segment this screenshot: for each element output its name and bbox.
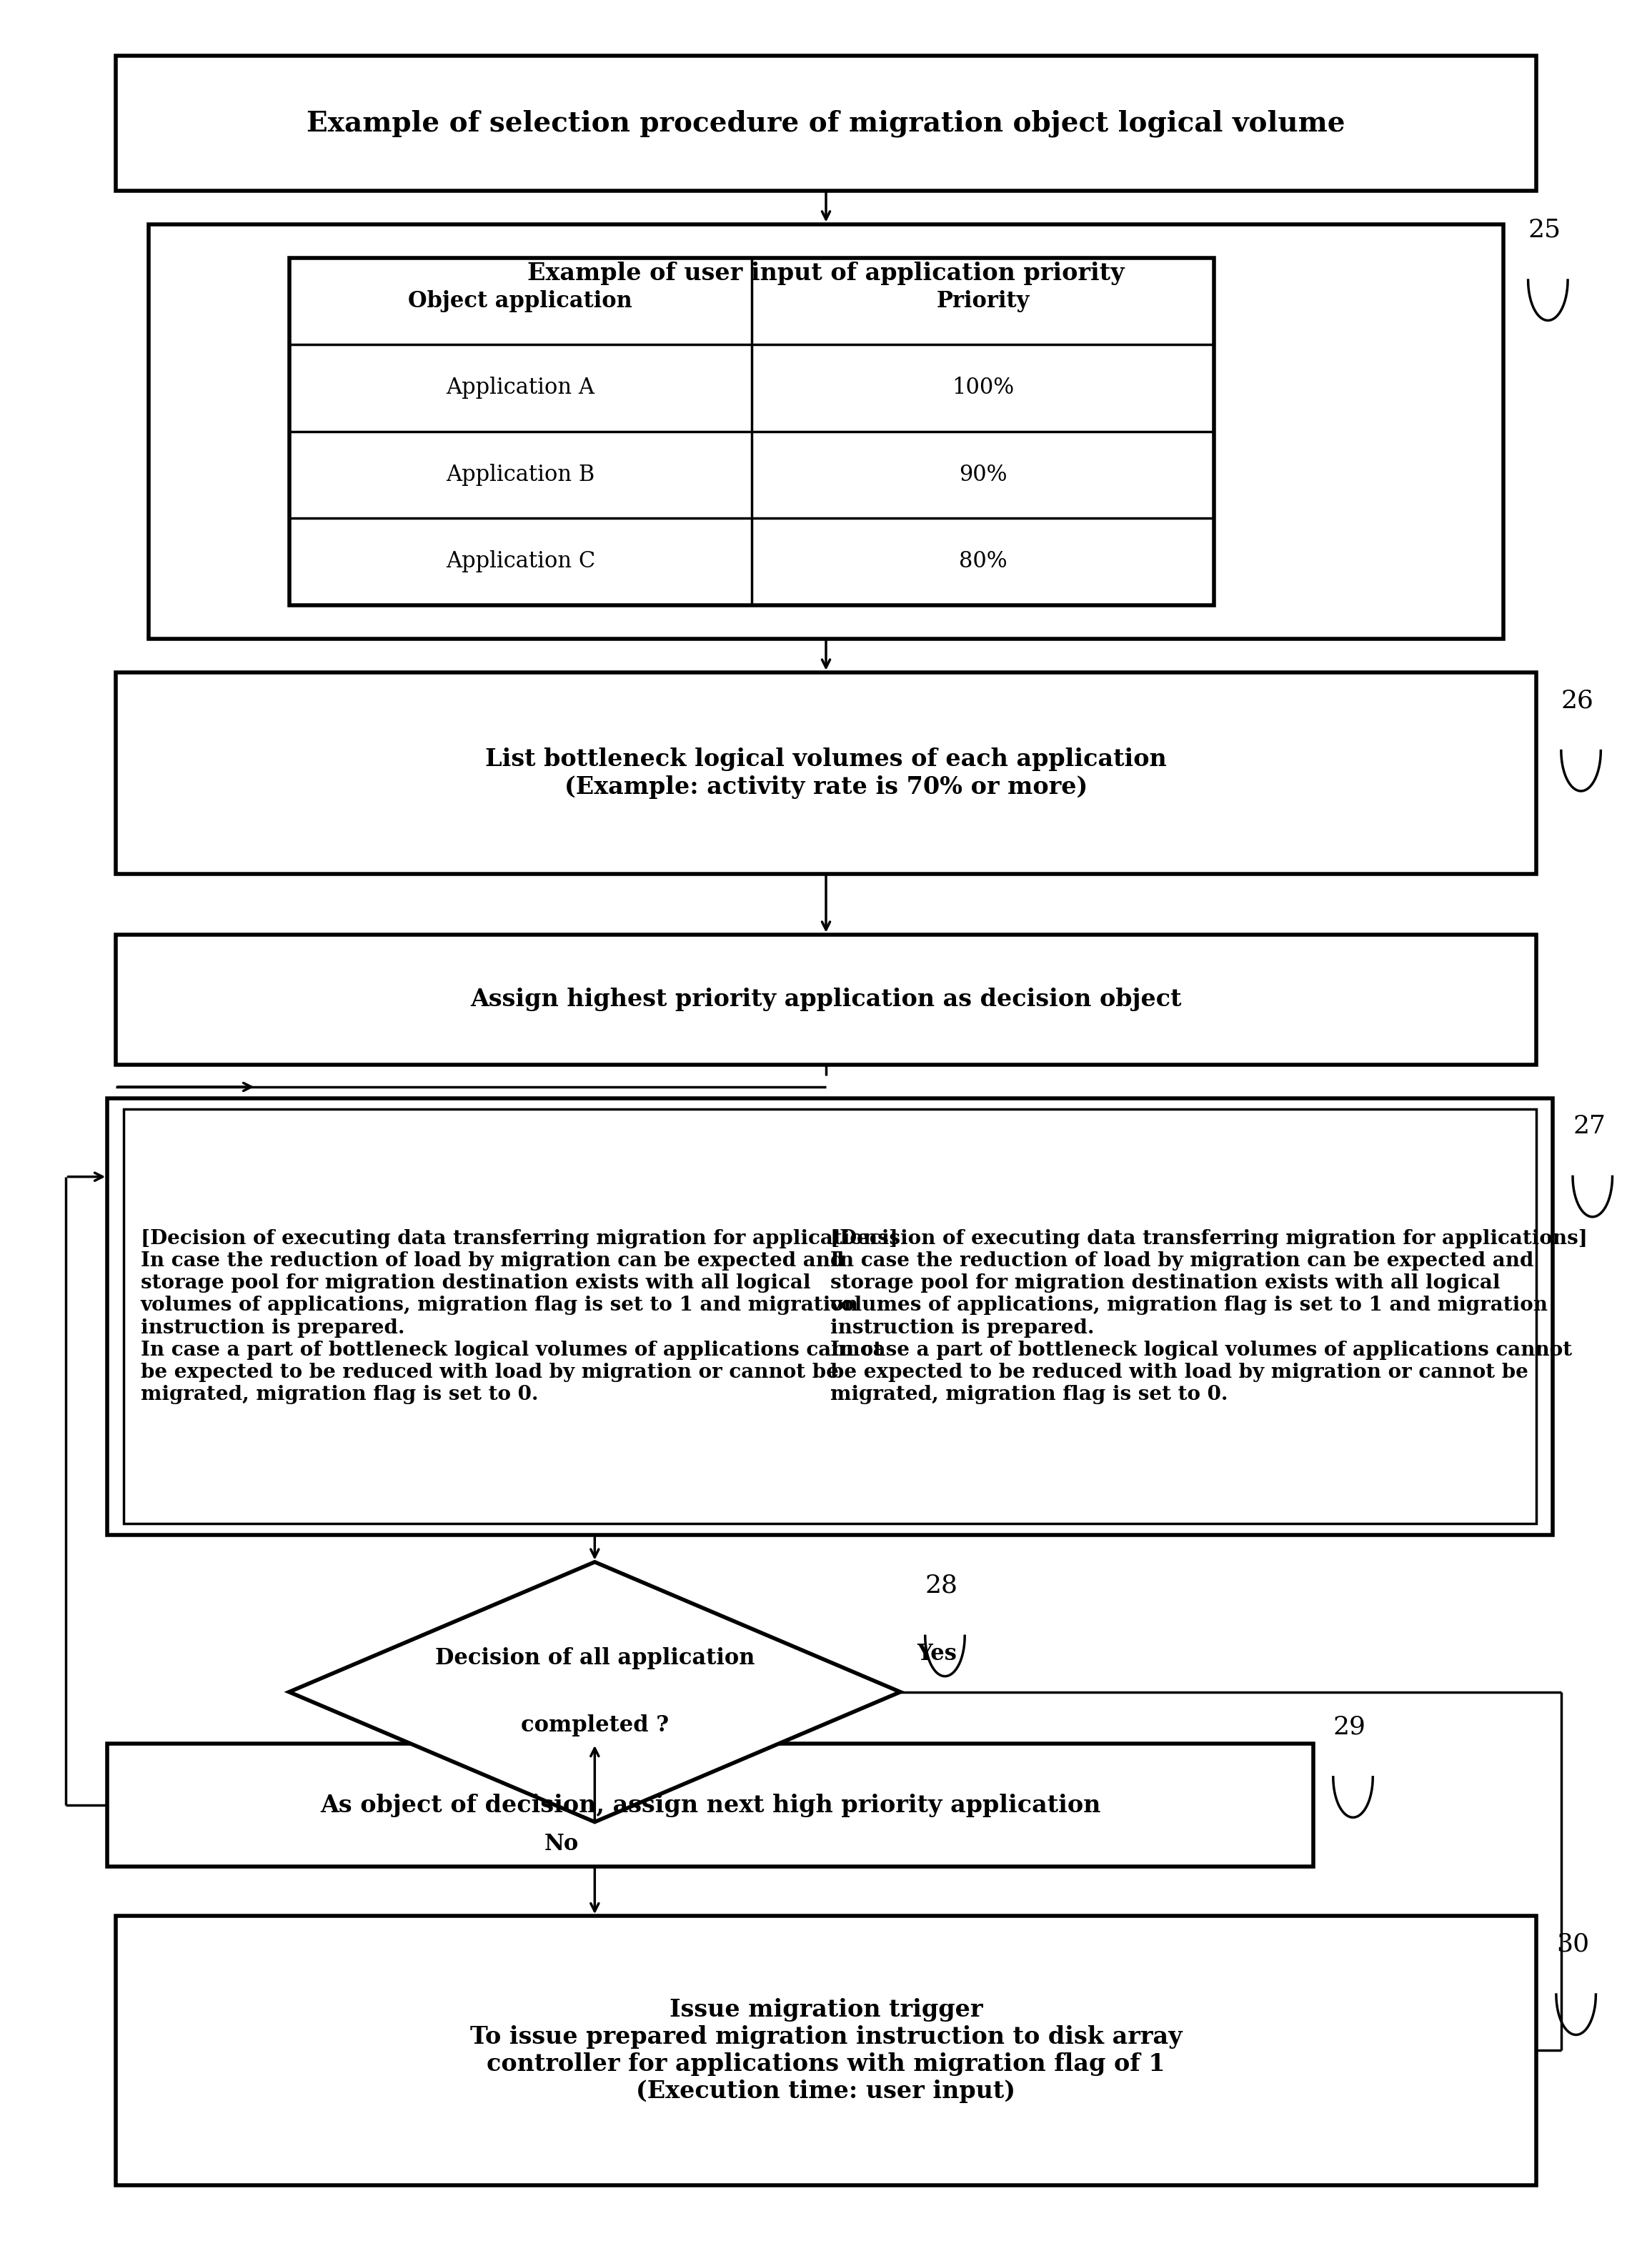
Text: Issue migration trigger
To issue prepared migration instruction to disk array
co: Issue migration trigger To issue prepare… [469, 1997, 1183, 2104]
Text: Example of user input of application priority: Example of user input of application pri… [527, 262, 1125, 285]
Text: 28: 28 [925, 1573, 958, 1598]
Text: [Decision of executing data transferring migration for applications]
In case the: [Decision of executing data transferring… [831, 1228, 1588, 1405]
Text: [Decision of executing data transferring migration for applications]
In case the: [Decision of executing data transferring… [140, 1228, 897, 1405]
Text: Assign highest priority application as decision object: Assign highest priority application as d… [471, 988, 1181, 1011]
Text: 90%: 90% [958, 464, 1008, 486]
Bar [107, 1743, 1313, 1867]
Bar [116, 56, 1536, 190]
Bar [149, 224, 1503, 639]
Bar [116, 934, 1536, 1064]
Text: 26: 26 [1561, 688, 1594, 713]
Bar [116, 1916, 1536, 2185]
Bar [289, 258, 1214, 605]
Text: Example of selection procedure of migration object logical volume: Example of selection procedure of migrat… [307, 110, 1345, 137]
Text: Object application: Object application [408, 289, 633, 311]
Bar [107, 1098, 1553, 1535]
Text: List bottleneck logical volumes of each application
(Example: activity rate is 7: List bottleneck logical volumes of each … [486, 748, 1166, 798]
Text: 80%: 80% [958, 551, 1008, 574]
Text: Yes: Yes [917, 1643, 957, 1665]
Text: 27: 27 [1573, 1114, 1606, 1138]
Text: 100%: 100% [952, 376, 1014, 399]
Text: completed ?: completed ? [520, 1714, 669, 1737]
Text: 29: 29 [1333, 1714, 1366, 1739]
Text: Application B: Application B [446, 464, 595, 486]
Text: 25: 25 [1528, 217, 1561, 242]
Text: Application A: Application A [446, 376, 595, 399]
Text: 30: 30 [1556, 1932, 1589, 1956]
Text: No: No [545, 1833, 578, 1856]
Polygon shape [289, 1562, 900, 1822]
Text: Application C: Application C [446, 551, 595, 574]
Text: Priority: Priority [937, 289, 1029, 311]
Text: As object of decision, assign next high priority application: As object of decision, assign next high … [320, 1793, 1100, 1817]
Bar [124, 1109, 1536, 1524]
Text: Decision of all application: Decision of all application [434, 1647, 755, 1670]
Bar [116, 672, 1536, 874]
